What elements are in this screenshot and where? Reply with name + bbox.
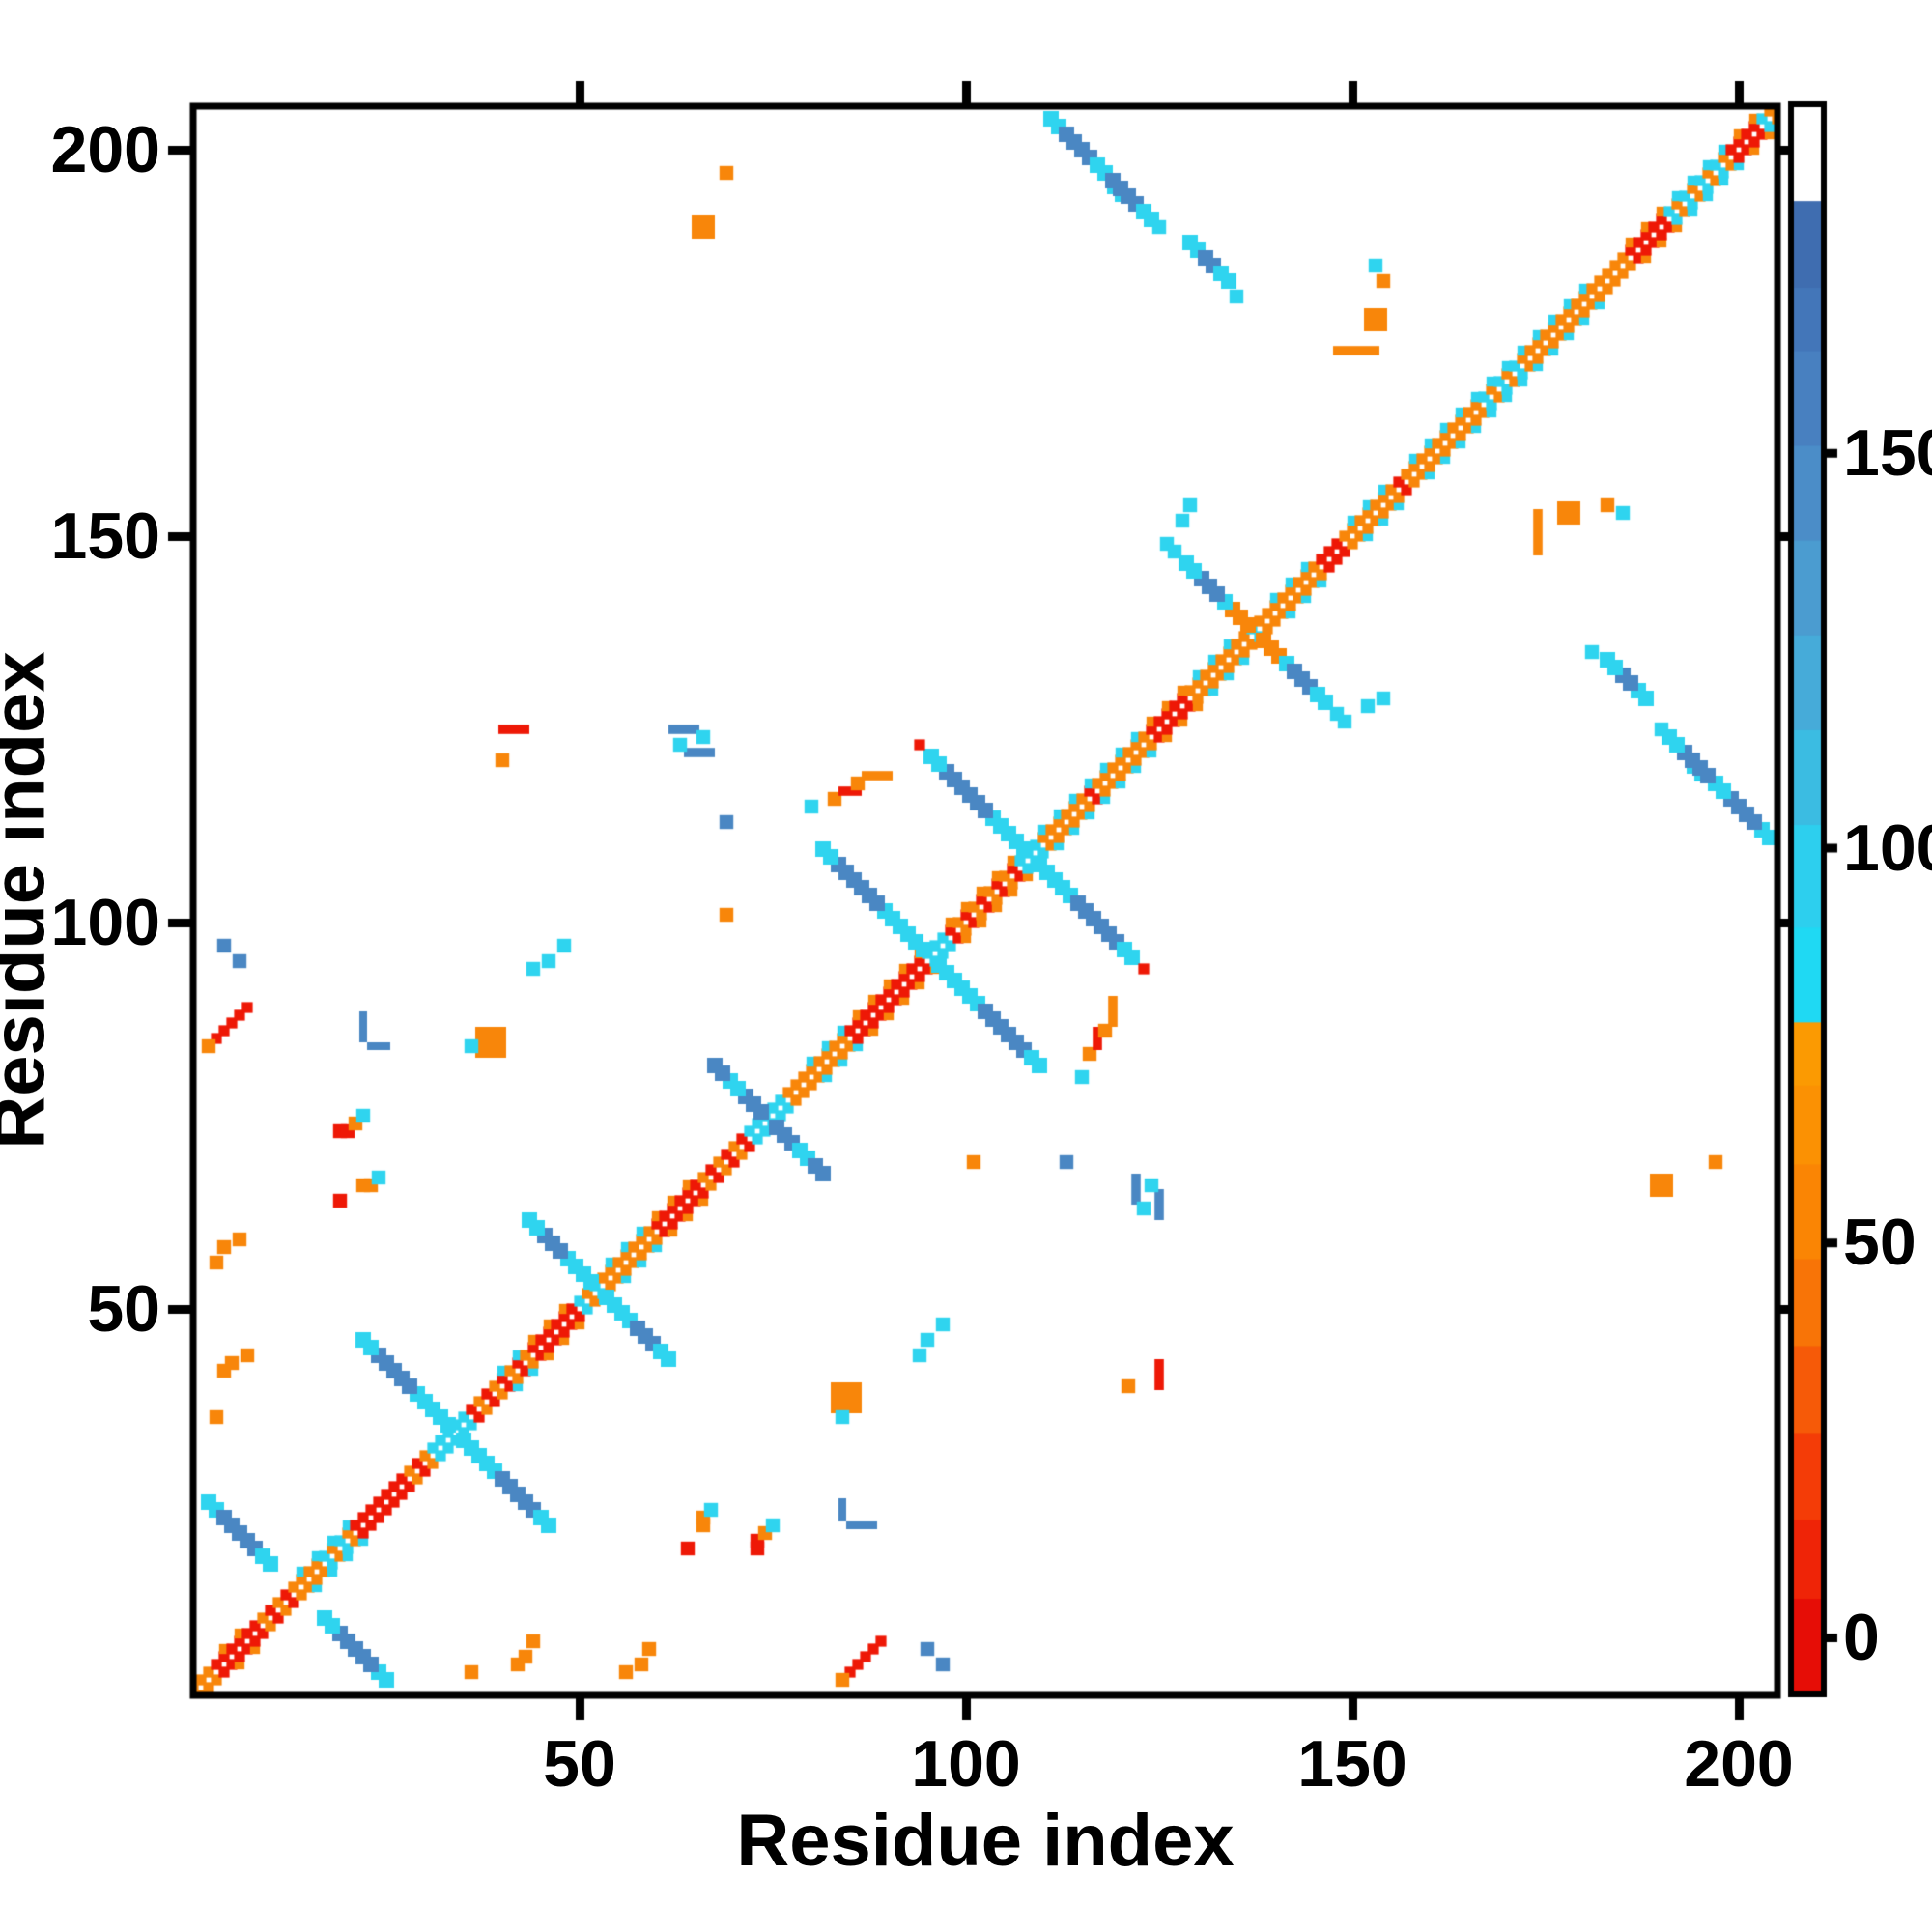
y-tick-label-200: 200 — [50, 113, 160, 186]
colorbar-tick-label-50: 50 — [1843, 1206, 1917, 1280]
x-axis-title: Residue index — [736, 1800, 1235, 1882]
colorbar-tick-label-0: 0 — [1843, 1601, 1880, 1674]
colorbar-tick-label-100: 100 — [1843, 810, 1932, 885]
y-tick-label-100: 100 — [50, 886, 160, 959]
x-tick-label-50: 50 — [543, 1727, 616, 1801]
x-tick-label-200: 200 — [1684, 1727, 1794, 1801]
y-tick-label-150: 150 — [50, 499, 160, 573]
colorbar-tick-label-150: 150 — [1843, 415, 1932, 490]
x-tick-label-100: 100 — [911, 1727, 1021, 1801]
y-tick-label-50: 50 — [87, 1272, 160, 1346]
x-tick-label-150: 150 — [1297, 1727, 1407, 1801]
